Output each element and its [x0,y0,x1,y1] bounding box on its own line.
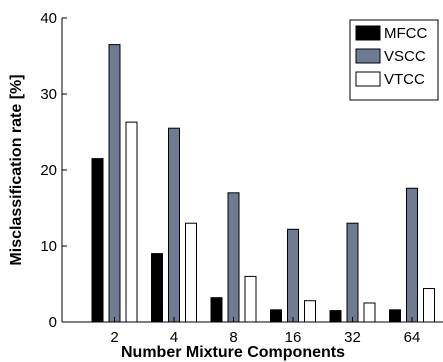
x-tick-label-16: 16 [285,329,302,346]
bar-vscc-16 [287,228,299,323]
bar-vscc-64 [406,187,418,323]
y-tick-label-30: 30 [40,86,57,103]
legend-swatch-mfcc [355,25,381,41]
bar-vtcc-2 [125,121,138,323]
y-tick-label-20: 20 [40,162,57,179]
y-tick-label-10: 10 [40,238,57,255]
bar-vtcc-16 [304,300,316,323]
bar-vtcc-4 [185,222,197,323]
bar-vscc-32 [346,222,359,323]
y-axis-title: Misclassification rate [%] [8,74,25,265]
x-axis-title: Number Mixture Components [121,344,345,361]
legend-swatch-vtcc [355,71,381,87]
legend-label-vtcc: VTCC [384,71,425,88]
x-tick-label-2: 2 [110,329,118,346]
x-tick-label-8: 8 [229,329,237,346]
y-tick-label-40: 40 [40,10,57,27]
x-ticks: 2 4 8 16 32 64 [110,317,420,346]
x-tick-label-64: 64 [404,329,421,346]
bar-mfcc-32 [329,310,342,323]
bar-mfcc-16 [270,309,282,323]
bar-vscc-4 [168,127,180,323]
bar-mfcc-8 [210,297,223,323]
bar-vtcc-64 [423,288,435,323]
x-tick-label-32: 32 [344,329,361,346]
bar-mfcc-2 [91,158,104,323]
y-ticks: 0 10 20 30 40 [40,10,67,331]
bar-vtcc-32 [363,302,376,323]
bar-vtcc-8 [244,275,257,323]
legend-label-vscc: VSCC [384,48,426,65]
y-tick-label-0: 0 [49,314,57,331]
bar-vscc-2 [108,44,121,323]
bar-mfcc-64 [389,309,401,323]
legend: MFCC VSCC VTCC [349,19,439,101]
bar-mfcc-4 [151,253,163,323]
legend-label-mfcc: MFCC [384,25,427,42]
x-tick-label-4: 4 [170,329,178,346]
bar-vscc-8 [227,192,240,323]
legend-swatch-vscc [355,48,381,64]
